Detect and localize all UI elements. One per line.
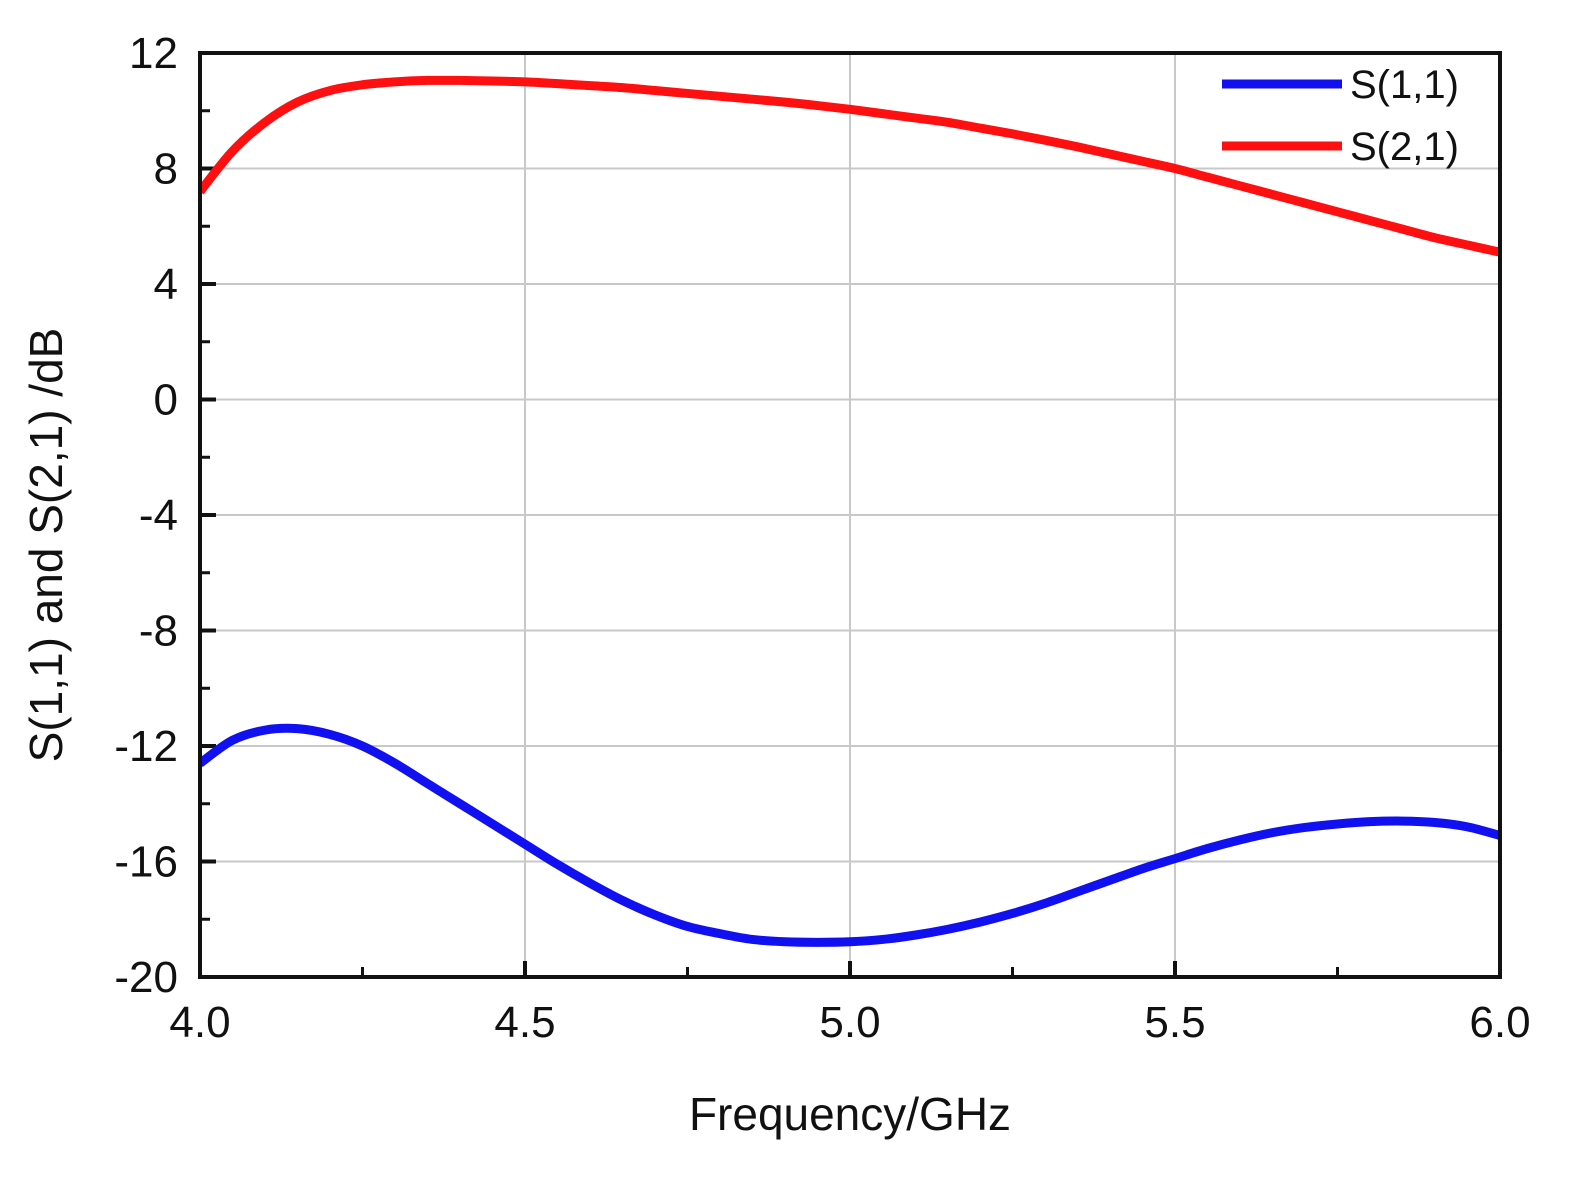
data-series [200, 75, 1500, 947]
series-line-s21 [200, 75, 1500, 257]
y-tick-label: -16 [114, 838, 178, 887]
x-tick-label: 4.5 [494, 998, 555, 1047]
y-tick-label: 0 [154, 376, 178, 425]
x-tick-label: 5.0 [819, 998, 880, 1047]
y-tick-label: -8 [139, 607, 178, 656]
legend: S(1,1) S(2,1) [1222, 63, 1459, 169]
y-tick-label: 12 [129, 29, 178, 78]
legend-label-s21: S(2,1) [1350, 125, 1459, 169]
series-line-s11 [200, 723, 1500, 947]
tick-labels: 4.0 4.5 5.0 5.5 6.0 -20 -16 -12 -8 -4 0 4 8 12 [114, 29, 1530, 1047]
y-tick-label: -20 [114, 953, 178, 1002]
y-tick-label: 4 [154, 260, 178, 309]
x-tick-label: 4.0 [169, 998, 230, 1047]
plot-frame [198, 51, 1502, 979]
y-axis-title: S(1,1) and S(2,1) /dB [20, 328, 72, 763]
y-tick-label: 8 [154, 145, 178, 194]
y-tick-label: -12 [114, 722, 178, 771]
x-tick-label: 5.5 [1144, 998, 1205, 1047]
x-tick-label: 6.0 [1469, 998, 1530, 1047]
y-tick-label: -4 [139, 491, 178, 540]
legend-label-s11: S(1,1) [1350, 63, 1459, 107]
x-axis-title: Frequency/GHz [689, 1088, 1011, 1140]
